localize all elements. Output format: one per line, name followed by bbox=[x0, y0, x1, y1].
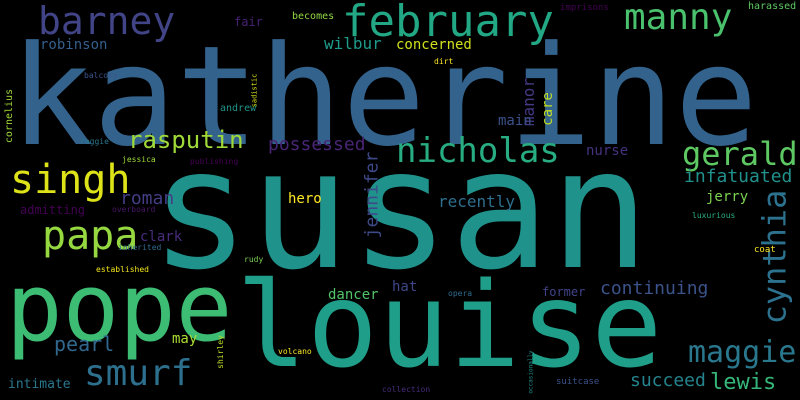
word-hero: hero bbox=[288, 191, 322, 207]
word-papa: papa bbox=[42, 213, 139, 259]
word-manny: manny bbox=[624, 0, 733, 38]
word-hat: hat bbox=[392, 279, 418, 295]
word-rasputin: rasputin bbox=[128, 126, 244, 154]
word-fair: fair bbox=[234, 15, 263, 29]
word-inherited: inherited bbox=[118, 243, 162, 252]
word-possessed: possessed bbox=[268, 134, 366, 155]
word-may: may bbox=[172, 331, 198, 347]
word-suitcase: suitcase bbox=[556, 377, 600, 387]
word-occasionally: occasionally bbox=[527, 350, 535, 394]
word-dirt: dirt bbox=[434, 57, 454, 66]
word-former: former bbox=[542, 285, 586, 299]
word-jerry: jerry bbox=[706, 189, 749, 205]
word-publishing: publishing bbox=[190, 157, 239, 166]
word-established: established bbox=[96, 265, 149, 274]
word-imprisons: imprisons bbox=[560, 3, 609, 13]
word-robinson: robinson bbox=[40, 37, 108, 53]
word-clark: clark bbox=[140, 229, 183, 245]
word-barney: barney bbox=[38, 0, 176, 43]
word-shirley: shirley bbox=[215, 335, 225, 369]
word-infatuated: infatuated bbox=[684, 166, 793, 187]
word-collection: collection bbox=[382, 385, 431, 394]
word-concerned: concerned bbox=[396, 37, 472, 53]
word-louise: louise bbox=[236, 256, 663, 394]
word-andrew: andrew bbox=[220, 103, 257, 114]
word-pope: pope bbox=[6, 254, 233, 363]
word-admitting: admitting bbox=[20, 203, 86, 217]
word-cynthia: cynthia bbox=[755, 189, 794, 325]
word-harassed: harassed bbox=[748, 1, 797, 12]
word-recently: recently bbox=[438, 192, 516, 211]
word-february: february bbox=[342, 0, 554, 47]
word-jessica: jessica bbox=[122, 155, 156, 164]
word-lewis: lewis bbox=[710, 370, 777, 395]
word-susan: susan bbox=[150, 114, 650, 307]
word-wilbur: wilbur bbox=[324, 34, 382, 53]
word-maggie: maggie bbox=[688, 335, 797, 370]
word-balcony: balcony bbox=[84, 71, 118, 80]
word-continuing: continuing bbox=[600, 278, 709, 299]
word-becomes: becomes bbox=[292, 11, 335, 22]
word-volcano: volcano bbox=[278, 347, 312, 356]
word-opera: opera bbox=[448, 289, 473, 298]
word-jennifer: jennifer bbox=[361, 151, 383, 239]
word-coat: coat bbox=[754, 245, 776, 255]
word-pearl: pearl bbox=[54, 332, 115, 356]
word-overboard: overboard bbox=[112, 205, 156, 214]
word-roman: roman bbox=[120, 188, 175, 209]
word-nicholas: nicholas bbox=[396, 131, 560, 171]
word-nurse: nurse bbox=[586, 143, 629, 159]
word-luxurious: luxurious bbox=[692, 211, 736, 220]
word-gerald: gerald bbox=[682, 135, 798, 173]
word-care: care bbox=[539, 92, 556, 126]
word-main: main bbox=[498, 113, 532, 129]
word-rudy: rudy bbox=[244, 255, 264, 264]
word-katherine: katherine bbox=[10, 16, 758, 177]
word-reggie: reggie bbox=[80, 137, 109, 146]
word-smurf: smurf bbox=[84, 353, 193, 394]
word-succeed: succeed bbox=[630, 370, 706, 391]
word-dancer: dancer bbox=[328, 287, 379, 303]
word-cornelius: cornelius bbox=[4, 88, 16, 144]
word-intimate: intimate bbox=[8, 377, 71, 392]
word-singh: singh bbox=[10, 157, 131, 203]
